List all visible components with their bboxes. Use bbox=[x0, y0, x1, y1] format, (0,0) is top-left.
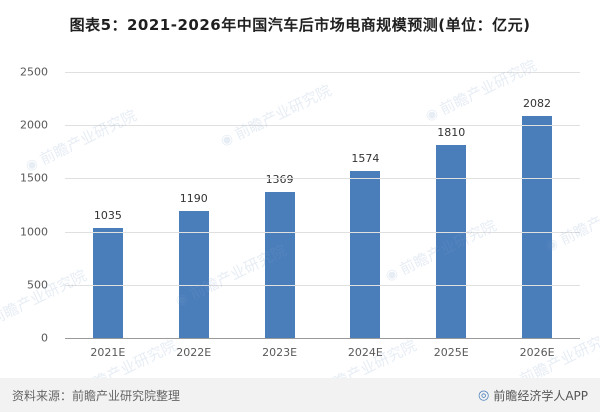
bar-group: 1810 2025E bbox=[408, 72, 494, 359]
brand-label: 前瞻经济学人APP bbox=[493, 388, 588, 403]
y-tick-label: 2500 bbox=[20, 65, 48, 79]
bar-value-label: 1190 bbox=[179, 192, 208, 206]
bar bbox=[436, 145, 467, 338]
bar-group: 1190 2022E bbox=[151, 72, 237, 359]
brand-attribution: ◎ 前瞻经济学人APP bbox=[478, 387, 588, 404]
x-tick-label: 2023E bbox=[262, 346, 298, 359]
bar-group: 1035 2021E bbox=[65, 72, 151, 359]
bar bbox=[92, 227, 123, 338]
x-tick-label: 2024E bbox=[347, 346, 383, 359]
bar-value-label: 1369 bbox=[265, 173, 294, 187]
y-tick-label: 1500 bbox=[20, 171, 48, 185]
bar bbox=[264, 192, 295, 338]
y-axis: 0 500 1000 1500 2000 2500 bbox=[0, 66, 58, 345]
footer-bar: 资料来源：前瞻产业研究院整理 ◎ 前瞻经济学人APP bbox=[0, 378, 600, 412]
bar-slots: 1035 2021E 1190 2022E 1369 2023E 1574 2024E 1810… bbox=[65, 72, 580, 359]
gridline bbox=[65, 125, 580, 127]
bar bbox=[178, 211, 209, 338]
x-tick-label: 2026E bbox=[519, 346, 555, 359]
bar-value-label: 1574 bbox=[351, 151, 380, 165]
source-note: 资料来源：前瞻产业研究院整理 bbox=[12, 388, 181, 403]
x-tick-label: 2021E bbox=[90, 346, 126, 359]
bar bbox=[522, 116, 553, 338]
gridline bbox=[65, 72, 580, 73]
bar-group: 2082 2026E bbox=[494, 72, 580, 359]
bar-value-label: 1810 bbox=[437, 126, 466, 140]
chart-title: 图表5：2021-2026年中国汽车后市场电商规模预测(单位：亿元) bbox=[69, 16, 531, 34]
y-tick-label: 500 bbox=[27, 278, 48, 292]
plot-area: 1035 2021E 1190 2022E 1369 2023E 1574 2024E 1810… bbox=[65, 72, 580, 359]
bar-group: 1369 2023E bbox=[237, 72, 323, 359]
y-tick-label: 0 bbox=[41, 331, 48, 345]
gridline bbox=[65, 178, 580, 180]
bar-value-label: 2082 bbox=[523, 97, 552, 111]
gridline bbox=[65, 231, 580, 233]
brand-logo-icon: ◎ bbox=[477, 387, 490, 403]
gridline bbox=[65, 284, 580, 286]
bar-group: 1574 2024E bbox=[322, 72, 408, 359]
x-tick-label: 2025E bbox=[433, 346, 469, 359]
bar bbox=[350, 170, 381, 338]
y-tick-label: 2000 bbox=[20, 118, 48, 132]
bar-value-label: 1035 bbox=[93, 208, 122, 222]
x-tick-label: 2022E bbox=[176, 346, 212, 359]
y-tick-label: 1000 bbox=[20, 225, 48, 239]
